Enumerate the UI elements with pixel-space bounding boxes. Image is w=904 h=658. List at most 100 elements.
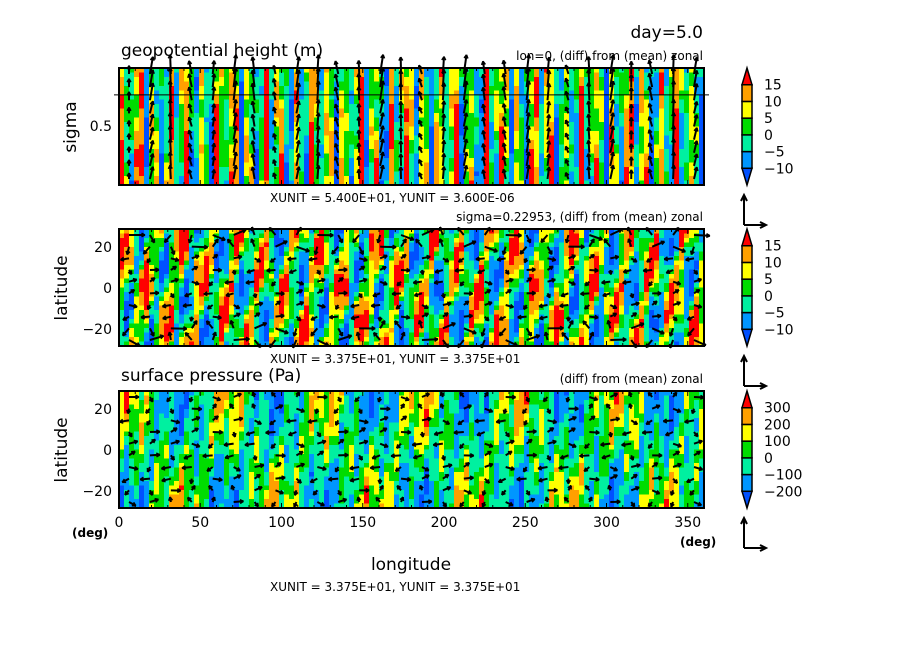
contour-cell [224,77,230,82]
contour-cell [154,243,160,248]
contour-cell [184,176,190,181]
contour-cell [574,167,580,172]
contour-cell [644,95,650,100]
contour-cell [574,86,580,91]
panel2-plot [119,227,710,348]
contour-cell [219,261,225,266]
contour-cell [239,77,245,82]
contour-cell [354,324,360,329]
contour-cell [274,154,280,159]
contour-cell [514,82,520,87]
contour-cell [519,163,525,168]
contour-cell [434,131,440,136]
contour-cell [469,163,475,168]
contour-cell [624,167,630,172]
contour-cell [134,297,140,302]
contour-cell [244,167,250,172]
contour-cell [369,109,375,114]
contour-cell [204,261,210,266]
contour-cell [309,118,315,123]
contour-cell [224,301,230,306]
contour-cell [159,154,165,159]
contour-cell [204,100,210,105]
contour-cell [344,95,350,100]
contour-cell [269,333,275,338]
contour-cell [214,297,220,302]
contour-cell [264,243,270,248]
contour-cell [159,167,165,172]
contour-cell [384,113,390,118]
contour-cell [304,243,310,248]
contour-cell [254,283,260,288]
contour-cell [314,283,320,288]
contour-cell [534,77,540,82]
contour-cell [259,95,265,100]
contour-cell [674,95,680,100]
contour-cell [404,131,410,136]
contour-cell [349,283,355,288]
contour-cell [264,118,270,123]
contour-cell [129,243,135,248]
contour-cell [179,82,185,87]
contour-cell [264,274,270,279]
contour-cell [154,297,160,302]
contour-cell [204,172,210,177]
contour-cell [634,158,640,163]
contour-cell [174,131,180,136]
contour-cell [344,279,350,284]
contour-cell [204,127,210,132]
contour-cell [554,109,560,114]
contour-cell [494,149,500,154]
contour-cell [249,288,255,293]
contour-cell [304,158,310,163]
contour-cell [304,140,310,145]
contour-cell [254,247,260,252]
contour-cell [364,243,370,248]
contour-cell [449,82,455,87]
contour-cell [384,158,390,163]
contour-cell [644,122,650,127]
contour-cell [574,136,580,141]
contour-cell [494,145,500,150]
contour-cell [369,95,375,100]
contour-cell [409,118,415,123]
contour-cell [174,82,180,87]
contour-cell [594,122,600,127]
contour-cell [179,256,185,261]
contour-cell [279,252,285,257]
contour-cell [164,283,170,288]
contour-cell [214,149,220,154]
contour-cell [259,337,265,342]
colorbar-label: 5 [764,111,773,127]
contour-cell [124,283,130,288]
contour-cell [579,136,585,141]
contour-cell [144,310,150,315]
contour-cell [139,292,145,297]
contour-cell [284,73,290,78]
contour-cell [329,118,335,123]
contour-cell [619,145,625,150]
contour-cell [269,140,275,145]
contour-cell [229,333,235,338]
contour-cell [139,149,145,154]
contour-cell [434,172,440,177]
contour-cell [569,127,575,132]
contour-cell [454,158,460,163]
contour-cell [259,247,265,252]
contour-cell [414,140,420,145]
contour-cell [374,86,380,91]
contour-cell [409,127,415,132]
contour-cell [299,122,305,127]
contour-cell [624,118,630,123]
contour-cell [329,149,335,154]
contour-cell [339,136,345,141]
contour-cell [139,238,145,243]
contour-cell [179,319,185,324]
contour-cell [569,73,575,78]
contour-cell [274,261,280,266]
contour-cell [414,86,420,91]
contour-cell [664,136,670,141]
contour-cell [494,158,500,163]
contour-cell [344,73,350,78]
contour-cell [299,252,305,257]
